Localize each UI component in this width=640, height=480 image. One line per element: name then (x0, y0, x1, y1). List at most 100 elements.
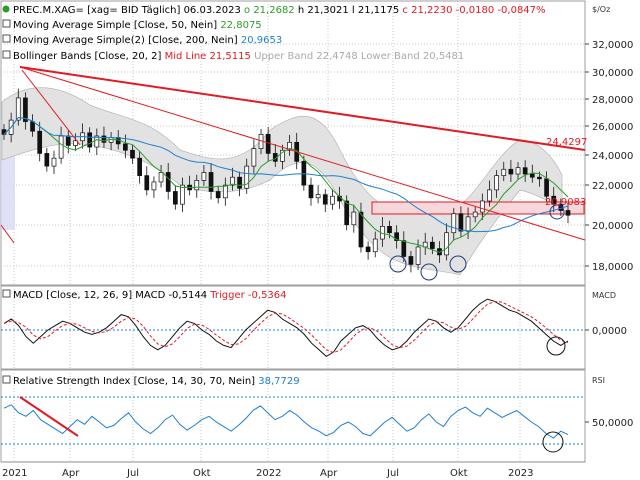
candle-body (372, 238, 378, 253)
macd-circle (546, 336, 566, 356)
xtick-okt-1: Okt (193, 468, 211, 479)
candle-body (280, 149, 285, 162)
candle-body (544, 178, 549, 197)
candle-body (522, 167, 528, 175)
ytick-30: 30,0000 (592, 68, 633, 79)
candle-body (451, 213, 457, 234)
candle-body (358, 211, 364, 248)
x-axis: 2021 Apr Jul Okt 2022 Apr Jul Okt 2023 (1, 461, 585, 479)
candle-body (130, 149, 135, 159)
candle-body (215, 191, 221, 199)
price-legend: PREC.M.XAG= [xag= BID Täglich] 06.03.202… (2, 5, 546, 62)
annotation-top: 24,4297 (546, 137, 587, 148)
svg-text:PREC.M.XAG= [xag= BID Täglich]: PREC.M.XAG= [xag= BID Täglich] 06.03.202… (13, 5, 546, 16)
ytick-32: 32,0000 (592, 40, 633, 51)
candle-body (351, 211, 357, 226)
ma50-line (3, 116, 569, 253)
candle-body (394, 232, 400, 241)
candle-body (315, 194, 321, 199)
xtick-jul-1: Jul (126, 468, 139, 479)
svg-text:Bollinger Bands [Close, 20, 2]: Bollinger Bands [Close, 20, 2] Mid Line … (13, 51, 464, 62)
candle-body (479, 200, 485, 213)
candle-body (458, 213, 464, 232)
svg-text:Moving Average Simple [Close,: Moving Average Simple [Close, 50, Nein] … (13, 20, 262, 31)
candle-body (237, 176, 242, 189)
rsi-ytick: 50,0000 (592, 418, 633, 429)
candle-body (244, 165, 250, 189)
candle-body (430, 241, 435, 249)
candle-body (94, 135, 100, 148)
candle-body (408, 256, 414, 265)
candle-body (472, 211, 478, 218)
candle-body (401, 240, 407, 257)
ytick-24: 24,0000 (592, 151, 633, 162)
candle-body (322, 194, 328, 205)
ma200-line (3, 116, 569, 233)
candle-body (387, 226, 392, 234)
xtick-okt-2: Okt (450, 468, 468, 479)
candle-body (73, 140, 78, 146)
candle-body (565, 210, 571, 216)
rsi-legend: Relative Strength Index [Close, 14, 30, … (13, 376, 300, 387)
price-axis: $/Oz 32,0000 30,0000 28,0000 26,0000 24,… (585, 5, 633, 273)
candle-body (487, 189, 492, 202)
candle-body (308, 184, 314, 199)
rsi-circle (542, 431, 564, 453)
candle-body (101, 135, 107, 143)
candle-body (330, 195, 335, 205)
rsi-panel: Relative Strength Index [Close, 14, 30, … (0, 369, 633, 463)
candle-body (15, 97, 21, 121)
candle-body (144, 175, 150, 191)
xtick-2021: 2021 (2, 468, 27, 479)
candle-body (529, 173, 535, 178)
candle-body (287, 141, 292, 151)
candle-body (537, 176, 542, 180)
trendline-top (19, 66, 586, 151)
low-circle-1 (389, 255, 407, 273)
candle-body (501, 168, 507, 176)
ytick-22: 22,0000 (592, 181, 633, 192)
candle-body (194, 180, 200, 191)
candle-body (251, 148, 257, 167)
xtick-apr-2: Apr (320, 468, 338, 479)
candle-body (137, 157, 142, 176)
trendline-short (21, 69, 81, 146)
macd-panel: MACD [Close, 12, 26, 9] MACD -0,5144 Tri… (0, 285, 627, 370)
ytick-26: 26,0000 (592, 122, 633, 133)
ytick-18: 18,0000 (592, 262, 633, 273)
candle-body (465, 216, 471, 232)
candle-body (65, 135, 71, 146)
svg-text:Moving Average Simple(2) [Clos: Moving Average Simple(2) [Close, 200, Ne… (13, 35, 282, 46)
xtick-jul-2: Jul (386, 468, 399, 479)
unit-label: $/Oz (592, 5, 610, 14)
candle-body (444, 232, 449, 256)
rsi-trendline (19, 396, 79, 437)
price-panel: 24,4297 20,9083 PREC.M.XAG= [xag= BID Tä… (0, 0, 587, 286)
candle-body (172, 191, 178, 205)
macd-trigger-line (3, 300, 569, 354)
rsi-axis-label: RSI (592, 376, 605, 385)
ytick-28: 28,0000 (592, 95, 633, 106)
macd-axis-label: MACD (592, 291, 616, 300)
candle-body (58, 135, 64, 159)
low-circle-3 (449, 255, 467, 273)
candle-body (230, 176, 235, 186)
macd-ytick: 0,0000 (592, 326, 627, 337)
candle-body (551, 195, 557, 205)
trendline-left-edge (0, 224, 15, 244)
candle-body (51, 157, 57, 167)
candle-body (123, 143, 128, 151)
macd-legend: MACD [Close, 12, 26, 9] MACD -0,5144 Tri… (13, 290, 287, 301)
candle-body (415, 246, 421, 265)
xtick-2023: 2023 (508, 468, 533, 479)
candle-body (344, 200, 350, 226)
candle-body (151, 181, 157, 191)
xtick-2022: 2022 (256, 468, 281, 479)
rsi-line (3, 404, 569, 439)
candle-body (87, 132, 93, 148)
xtick-apr-1: Apr (62, 468, 80, 479)
candle-body (201, 172, 207, 181)
candle-body (23, 97, 28, 123)
candle-body (494, 175, 499, 191)
